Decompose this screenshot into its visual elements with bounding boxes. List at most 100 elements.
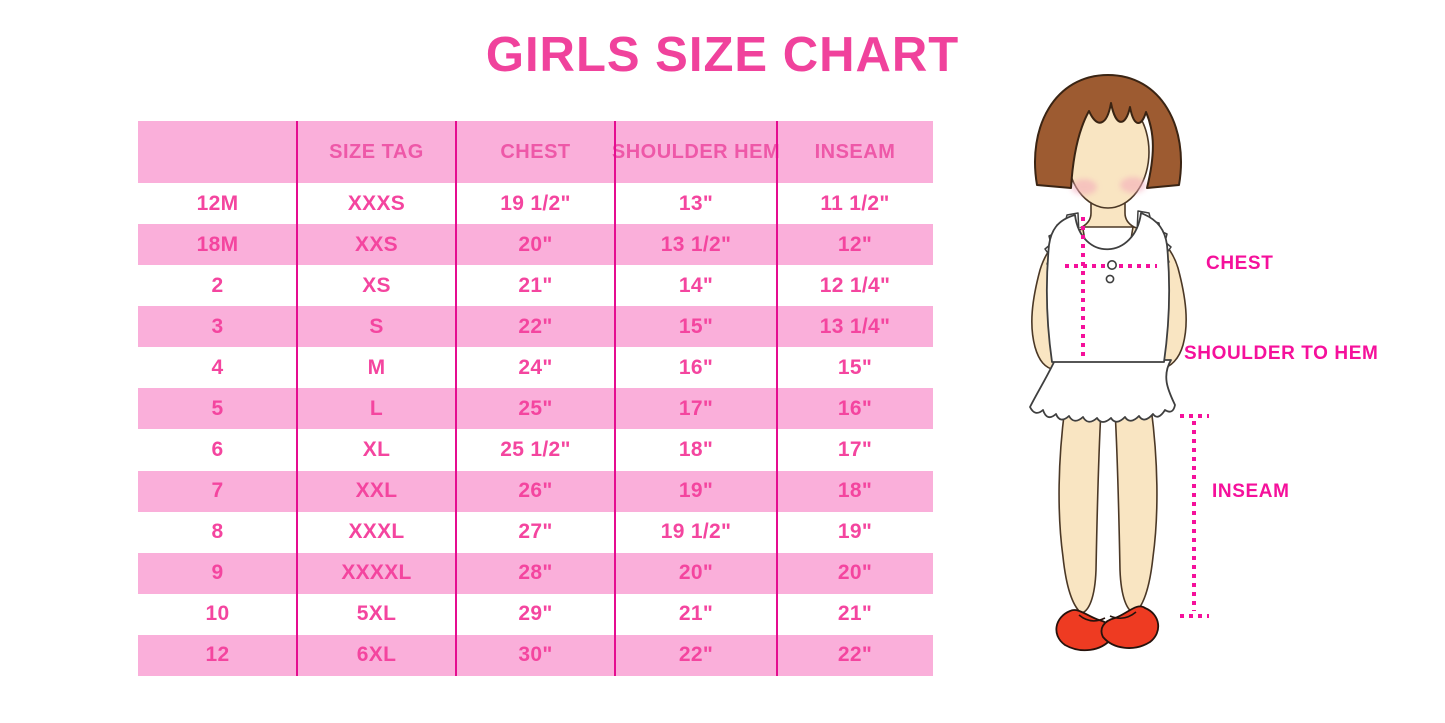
table-cell: XXS: [355, 232, 398, 256]
table-cell: XS: [362, 273, 391, 297]
table-cell: 20": [837, 561, 873, 585]
table-cell: 22": [518, 314, 553, 338]
table-cell: 25 1/2": [500, 438, 571, 461]
inseam-label: INSEAM: [1212, 481, 1290, 502]
chest-label: CHEST: [1206, 253, 1274, 274]
table-cell: 12M: [196, 191, 239, 215]
table-row-5: 5 L 25" 17" 16": [138, 388, 933, 430]
table-cell: 28": [518, 561, 553, 585]
table-row-7: 7 XXL 26" 19" 18": [138, 470, 933, 512]
table-cell: 19 1/2": [500, 191, 571, 215]
table-cell: 8: [211, 520, 224, 544]
table-cell: 27": [518, 520, 553, 544]
table-cell: 15": [678, 314, 714, 338]
table-cell: 30": [518, 643, 553, 667]
column-divider: [455, 121, 457, 676]
header-cell-blank: [138, 121, 297, 183]
table-cell: 15": [837, 355, 873, 379]
table-row-3: 3 S 22" 15" 13 1/4": [138, 306, 933, 348]
table-cell: 22": [837, 643, 873, 667]
table-cell: XXXL: [348, 520, 405, 544]
column-divider: [776, 121, 778, 676]
blush-right: [1120, 177, 1146, 193]
table-cell: 20": [678, 561, 714, 585]
header-cell-shoulder-hem: SHOULDER HEM: [611, 140, 781, 163]
column-divider: [614, 121, 616, 676]
table-body: 12M XXXS 19 1/2" 13" 11 1/2" 18M XXS 20" 13 1/2"…: [138, 183, 933, 676]
girl-skirt: [1029, 359, 1176, 423]
table-cell: 12 1/4": [819, 273, 891, 297]
column-divider: [296, 121, 298, 676]
table-cell: 19 1/2": [660, 520, 732, 544]
table-cell: 2: [211, 273, 224, 297]
table-cell: 21": [518, 273, 553, 297]
table-cell: 5XL: [356, 602, 397, 626]
table-cell: 21": [837, 602, 873, 626]
table-cell: 20": [518, 232, 553, 256]
table-cell: 24": [518, 355, 553, 379]
table-cell: 12": [837, 232, 873, 256]
girl-leg-right: [1114, 406, 1158, 614]
table-cell: S: [369, 314, 384, 338]
header-cell-inseam: INSEAM: [814, 140, 896, 163]
girl-shoe-right-strap: [1109, 611, 1137, 620]
table-row-6: 6 XL 25 1/2" 18" 17": [138, 429, 933, 470]
table-row-10: 10 5XL 29" 21" 21": [138, 594, 933, 635]
table-cell: 21": [678, 602, 714, 626]
table-cell: 9: [211, 561, 224, 585]
table-cell: 4: [211, 355, 224, 379]
table-cell: 19": [837, 520, 873, 544]
table-cell: 22": [678, 643, 714, 667]
size-chart-table: SIZE TAG CHEST SHOULDER HEM INSEAM 12M XXXS 1…: [138, 121, 933, 676]
table-cell: XXL: [355, 479, 398, 503]
girl-leg-left: [1058, 406, 1102, 614]
table-cell: 19": [678, 479, 714, 503]
table-cell: 18": [837, 479, 873, 503]
top-button-1: [1107, 260, 1118, 271]
table-cell: 17": [837, 438, 873, 461]
table-cell: 29": [518, 602, 553, 626]
table-cell: 13": [678, 191, 714, 215]
table-cell: L: [369, 396, 384, 420]
table-cell: XL: [362, 438, 391, 461]
girl-shoe-left-strap: [1078, 614, 1106, 622]
top-button-2: [1105, 274, 1115, 284]
table-row-9: 9 XXXXL 28" 20" 20": [138, 552, 933, 594]
header-cell-size-tag: SIZE TAG: [329, 140, 424, 163]
table-cell: 16": [837, 396, 873, 420]
table-cell: 17": [678, 396, 714, 420]
table-cell: 12: [205, 643, 230, 667]
girl-figure-illustration: [1029, 74, 1209, 652]
table-cell: 25": [518, 396, 553, 420]
table-row-12m: 12M XXXS 19 1/2" 13" 11 1/2": [138, 183, 933, 224]
table-cell: 13 1/4": [819, 314, 891, 338]
table-cell: 7: [211, 479, 224, 503]
table-row-18m: 18M XXS 20" 13 1/2" 12": [138, 224, 933, 266]
shoulder-to-hem-label: SHOULDER TO HEM: [1184, 343, 1379, 364]
table-row-8: 8 XXXL 27" 19 1/2" 19": [138, 512, 933, 553]
table-cell: 5: [211, 396, 224, 420]
table-row-12: 12 6XL 30" 22" 22": [138, 634, 933, 676]
table-cell: 13 1/2": [660, 232, 732, 256]
table-cell: M: [367, 355, 386, 379]
table-cell: 14": [678, 273, 714, 297]
table-cell: XXXS: [347, 191, 406, 215]
table-cell: 18M: [196, 232, 239, 256]
table-cell: 11 1/2": [820, 191, 890, 215]
table-cell: 18": [678, 438, 714, 461]
girl-top-bodice: [1045, 212, 1171, 363]
table-cell: 3: [211, 314, 224, 338]
measurement-diagram: CHEST SHOULDER TO HEM INSEAM: [985, 55, 1445, 695]
table-cell: 6: [211, 438, 224, 461]
blush-left: [1071, 179, 1097, 195]
girl-shoe-right: [1100, 605, 1159, 649]
table-row-4: 4 M 24" 16" 15": [138, 347, 933, 388]
header-cell-chest: CHEST: [500, 140, 571, 163]
table-cell: 16": [678, 355, 714, 379]
table-cell: 26": [518, 479, 553, 503]
table-header-row: SIZE TAG CHEST SHOULDER HEM INSEAM: [138, 121, 933, 183]
table-cell: 10: [205, 602, 230, 626]
table-cell: XXXXL: [341, 561, 412, 585]
table-cell: 6XL: [356, 643, 397, 667]
